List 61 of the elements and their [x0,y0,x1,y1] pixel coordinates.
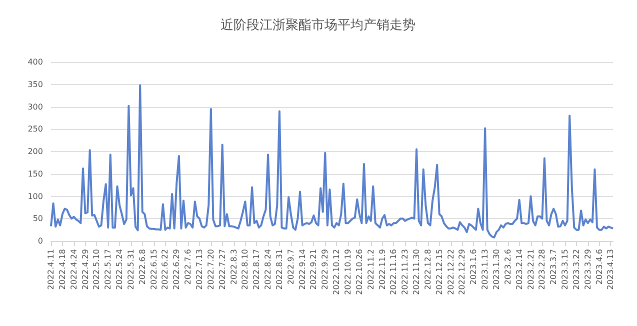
x-tick-label: 2022.6.22 [160,249,170,290]
x-tick-label: 2023.2.6 [503,249,512,285]
x-tick-label: 2022.5.17 [104,249,113,290]
x-tick-label: 2022.7.20 [206,249,216,290]
y-tick-label: 0 [38,236,43,246]
x-tick-label: 2022.8.24 [264,249,273,290]
x-tick-label: 2022.7.6 [184,249,193,285]
x-tick-label: 2023.2.21 [526,249,536,290]
x-tick-label: 2022.12.29 [458,249,467,295]
y-tick-label: 300 [28,102,43,112]
x-tick-label: 2022.11.9 [378,249,387,290]
x-tick-label: 2022.11.16 [389,249,398,295]
x-tick-label: 2022.9.21 [309,249,318,290]
x-tick-label: 2022.12.22 [446,249,456,295]
x-tick-label: 2022.9.29 [320,249,330,290]
x-tick-label: 2022.4.29 [80,249,90,290]
x-tick-label: 2022.5.24 [115,249,124,290]
x-tick-label: 2023.3.22 [572,249,581,290]
x-tick-label: 2023.3.29 [583,249,592,290]
y-tick-label: 100 [28,192,43,201]
x-tick-label: 2022.12.8 [423,249,432,290]
line-series [50,84,614,238]
x-tick-label: 2023.4.6 [594,249,604,285]
x-tick-label: 2023.3.15 [560,249,570,290]
x-tick-label: 2022.4.18 [58,249,67,290]
x-tick-label: 2023.1.13 [480,249,490,290]
chart-title: 近阶段江浙聚酯市场平均产销走势 [220,18,416,33]
y-tick-label: 150 [28,169,43,178]
x-tick-label: 2023.4.13 [606,249,616,290]
y-tick-label: 250 [28,124,43,134]
x-tick-label: 2023.2.14 [514,249,524,290]
x-tick-label: 2022.6.8 [138,249,147,285]
x-tick-label: 2022.10.19 [343,249,352,295]
x-tick-label: 2023.2.28 [538,249,547,290]
x-tick-label: 2022.8.3 [229,249,238,285]
x-tick-label: 2022.8.10 [240,249,250,290]
x-tick-label: 2022.11.30 [412,249,422,295]
x-tick-label: 2022.12.15 [434,249,444,295]
x-tick-label: 2022.5.10 [92,249,102,290]
x-tick-label: 2023.1.6 [469,249,478,285]
x-tick-label: 2022.9.7 [286,249,296,285]
y-tick-label: 50 [32,214,43,224]
x-tick-label: 2022.7.13 [194,249,204,290]
x-tick-label: 2022.6.29 [172,249,182,290]
y-tick-label: 200 [28,147,43,156]
x-tick-label: 2022.4.24 [69,249,78,290]
x-tick-label: 2022.7.27 [218,249,227,290]
x-tick-label: 2022.4.11 [46,249,56,290]
y-tick-label: 350 [28,80,43,89]
x-tick-label: 2023.1.30 [492,249,501,290]
x-tick-label: 2022.10.12 [332,249,342,295]
x-tick-label: 2022.6.15 [149,249,158,290]
x-tick-label: 2022.8.31 [274,249,284,290]
x-tick-label: 2022.8.17 [252,249,262,290]
x-tick-label: 2022.11.23 [400,249,410,295]
x-tick-label: 2022.11.2 [366,249,376,290]
x-tick-label: 2023.3.7 [549,249,558,285]
x-tick-label: 2022.5.31 [126,249,136,290]
x-tick-label: 2022.10.26 [354,249,364,295]
x-tick-label: 2022.9.14 [298,249,307,290]
y-tick-label: 400 [28,58,43,66]
